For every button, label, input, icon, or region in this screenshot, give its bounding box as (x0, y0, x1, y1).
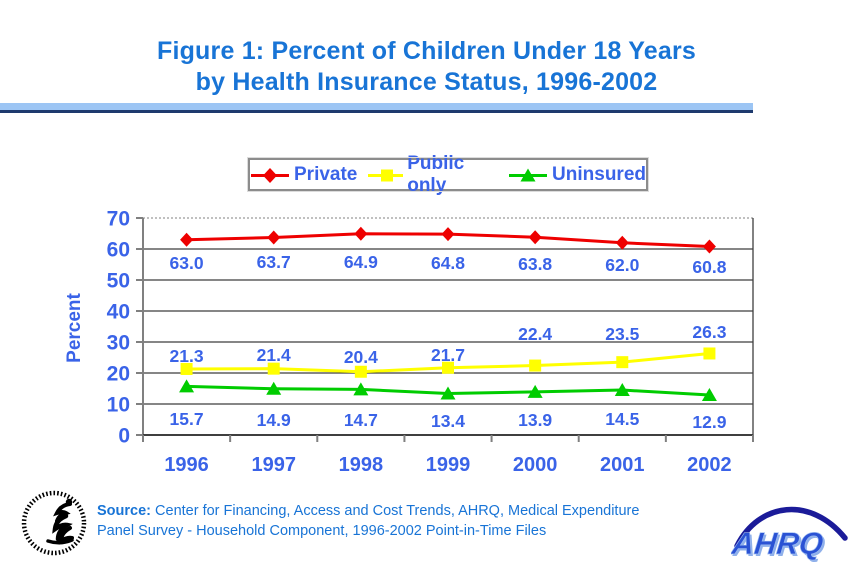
marker-triangle (527, 384, 543, 398)
marker-square (180, 362, 193, 375)
data-label: 13.9 (518, 410, 552, 430)
y-tick-label: 10 (107, 394, 130, 417)
y-tick-label: 60 (107, 239, 130, 262)
data-label: 63.0 (170, 253, 204, 273)
data-label: 22.4 (518, 324, 552, 344)
data-label: 20.4 (344, 347, 378, 367)
ahrq-arc-icon (734, 506, 848, 549)
y-tick-label: 0 (118, 425, 130, 448)
data-label: 64.8 (431, 253, 465, 273)
marker-triangle (353, 382, 369, 396)
data-label: 14.7 (344, 410, 378, 430)
marker-square (442, 361, 454, 374)
data-label: 14.5 (605, 409, 639, 429)
y-tick-label: 70 (107, 208, 130, 231)
legend-item-uninsured: Uninsured (508, 164, 646, 186)
y-tick-label: 20 (107, 363, 130, 386)
title-divider (0, 103, 753, 113)
y-tick-label: 40 (107, 301, 130, 324)
x-year-label: 1998 (339, 454, 384, 476)
data-label: 23.5 (605, 324, 639, 344)
data-label: 62.0 (605, 255, 639, 275)
chart-legend: Private Public only Uninsured (247, 153, 649, 196)
marker-diamond (354, 226, 368, 241)
marker-triangle (266, 381, 282, 395)
data-label: 21.4 (257, 345, 291, 365)
y-tick-label: 30 (107, 332, 130, 355)
ahrq-wordmark-shadow: AHRQ (731, 528, 827, 563)
legend-label-uninsured: Uninsured (552, 163, 646, 185)
legend-label-private: Private (294, 163, 358, 185)
marker-triangle (440, 386, 456, 400)
data-label: 60.8 (692, 257, 726, 277)
hhs-logo (21, 490, 87, 556)
marker-triangle (701, 388, 717, 402)
private-line-diamond-icon (251, 167, 289, 183)
data-label: 15.7 (170, 409, 204, 429)
marker-diamond (702, 239, 716, 254)
marker-diamond (528, 230, 542, 245)
marker-diamond (615, 235, 629, 250)
data-label: 64.9 (344, 252, 378, 272)
data-label: 63.7 (257, 252, 291, 272)
data-label: 12.9 (692, 412, 726, 432)
x-year-label: 2001 (600, 454, 645, 476)
data-label: 63.8 (518, 254, 552, 274)
ahrq-wordmark: AHRQ (731, 526, 825, 561)
data-label: 21.3 (170, 346, 204, 366)
data-label: 14.9 (257, 410, 291, 430)
marker-square (616, 356, 629, 369)
legend-label-public-only: Public only (407, 152, 465, 196)
marker-square (354, 365, 367, 378)
public-only-line-square-icon (368, 169, 404, 181)
data-label: 13.4 (431, 411, 465, 431)
marker-diamond (441, 227, 455, 242)
legend-item-private: Private (250, 164, 357, 186)
ahrq-logo: AHRQ AHRQ (731, 506, 848, 563)
x-year-label: 1999 (426, 454, 471, 476)
x-year-label: 1997 (251, 454, 296, 476)
legend-item-public-only: Public only (367, 153, 498, 197)
source-line1: Center for Financing, Access and Cost Tr… (151, 503, 640, 519)
source-line2: Panel Survey - Household Component, 1996… (97, 523, 547, 539)
uninsured-line-triangle-icon (509, 168, 548, 181)
x-year-label: 1996 (164, 454, 209, 476)
x-year-label: 2000 (513, 454, 558, 476)
page-title-line2: by Health Insurance Status, 1996-2002 (195, 67, 658, 96)
marker-square (529, 359, 542, 372)
data-label: 21.7 (431, 345, 465, 365)
marker-triangle (179, 379, 195, 393)
data-label: 26.3 (692, 322, 726, 342)
hhs-eagle-icon (46, 498, 74, 545)
source-note: Source: Center for Financing, Access and… (97, 501, 737, 541)
x-year-label: 2002 (687, 454, 732, 476)
source-label: Source: (97, 503, 151, 519)
marker-square (267, 362, 280, 375)
page-title-line1: Figure 1: Percent of Children Under 18 Y… (156, 37, 697, 65)
marker-diamond (180, 232, 194, 247)
marker-square (703, 347, 716, 360)
marker-diamond (267, 230, 281, 245)
y-tick-label: 50 (107, 270, 130, 293)
page-title: Figure 1: Percent of Children Under 18 Y… (0, 36, 853, 97)
marker-triangle (614, 383, 630, 397)
